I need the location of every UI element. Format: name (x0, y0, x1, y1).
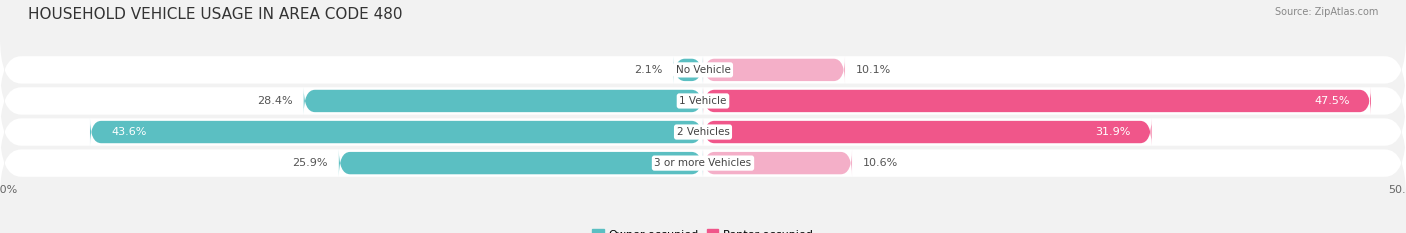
FancyBboxPatch shape (703, 149, 852, 177)
FancyBboxPatch shape (0, 68, 1406, 134)
Text: 25.9%: 25.9% (292, 158, 328, 168)
Text: 2 Vehicles: 2 Vehicles (676, 127, 730, 137)
Text: 10.6%: 10.6% (863, 158, 898, 168)
FancyBboxPatch shape (0, 37, 1406, 103)
Text: 3 or more Vehicles: 3 or more Vehicles (654, 158, 752, 168)
Text: 47.5%: 47.5% (1315, 96, 1350, 106)
FancyBboxPatch shape (703, 118, 1152, 146)
Text: No Vehicle: No Vehicle (675, 65, 731, 75)
FancyBboxPatch shape (0, 99, 1406, 165)
Text: 31.9%: 31.9% (1095, 127, 1130, 137)
FancyBboxPatch shape (0, 130, 1406, 196)
FancyBboxPatch shape (304, 87, 703, 115)
FancyBboxPatch shape (703, 56, 845, 84)
FancyBboxPatch shape (339, 149, 703, 177)
FancyBboxPatch shape (703, 87, 1371, 115)
Text: 43.6%: 43.6% (111, 127, 146, 137)
Text: HOUSEHOLD VEHICLE USAGE IN AREA CODE 480: HOUSEHOLD VEHICLE USAGE IN AREA CODE 480 (28, 7, 402, 22)
Text: Source: ZipAtlas.com: Source: ZipAtlas.com (1274, 7, 1378, 17)
FancyBboxPatch shape (673, 56, 703, 84)
Text: 2.1%: 2.1% (634, 65, 662, 75)
Text: 28.4%: 28.4% (257, 96, 292, 106)
Text: 1 Vehicle: 1 Vehicle (679, 96, 727, 106)
Legend: Owner-occupied, Renter-occupied: Owner-occupied, Renter-occupied (588, 225, 818, 233)
FancyBboxPatch shape (90, 118, 703, 146)
Text: 10.1%: 10.1% (856, 65, 891, 75)
